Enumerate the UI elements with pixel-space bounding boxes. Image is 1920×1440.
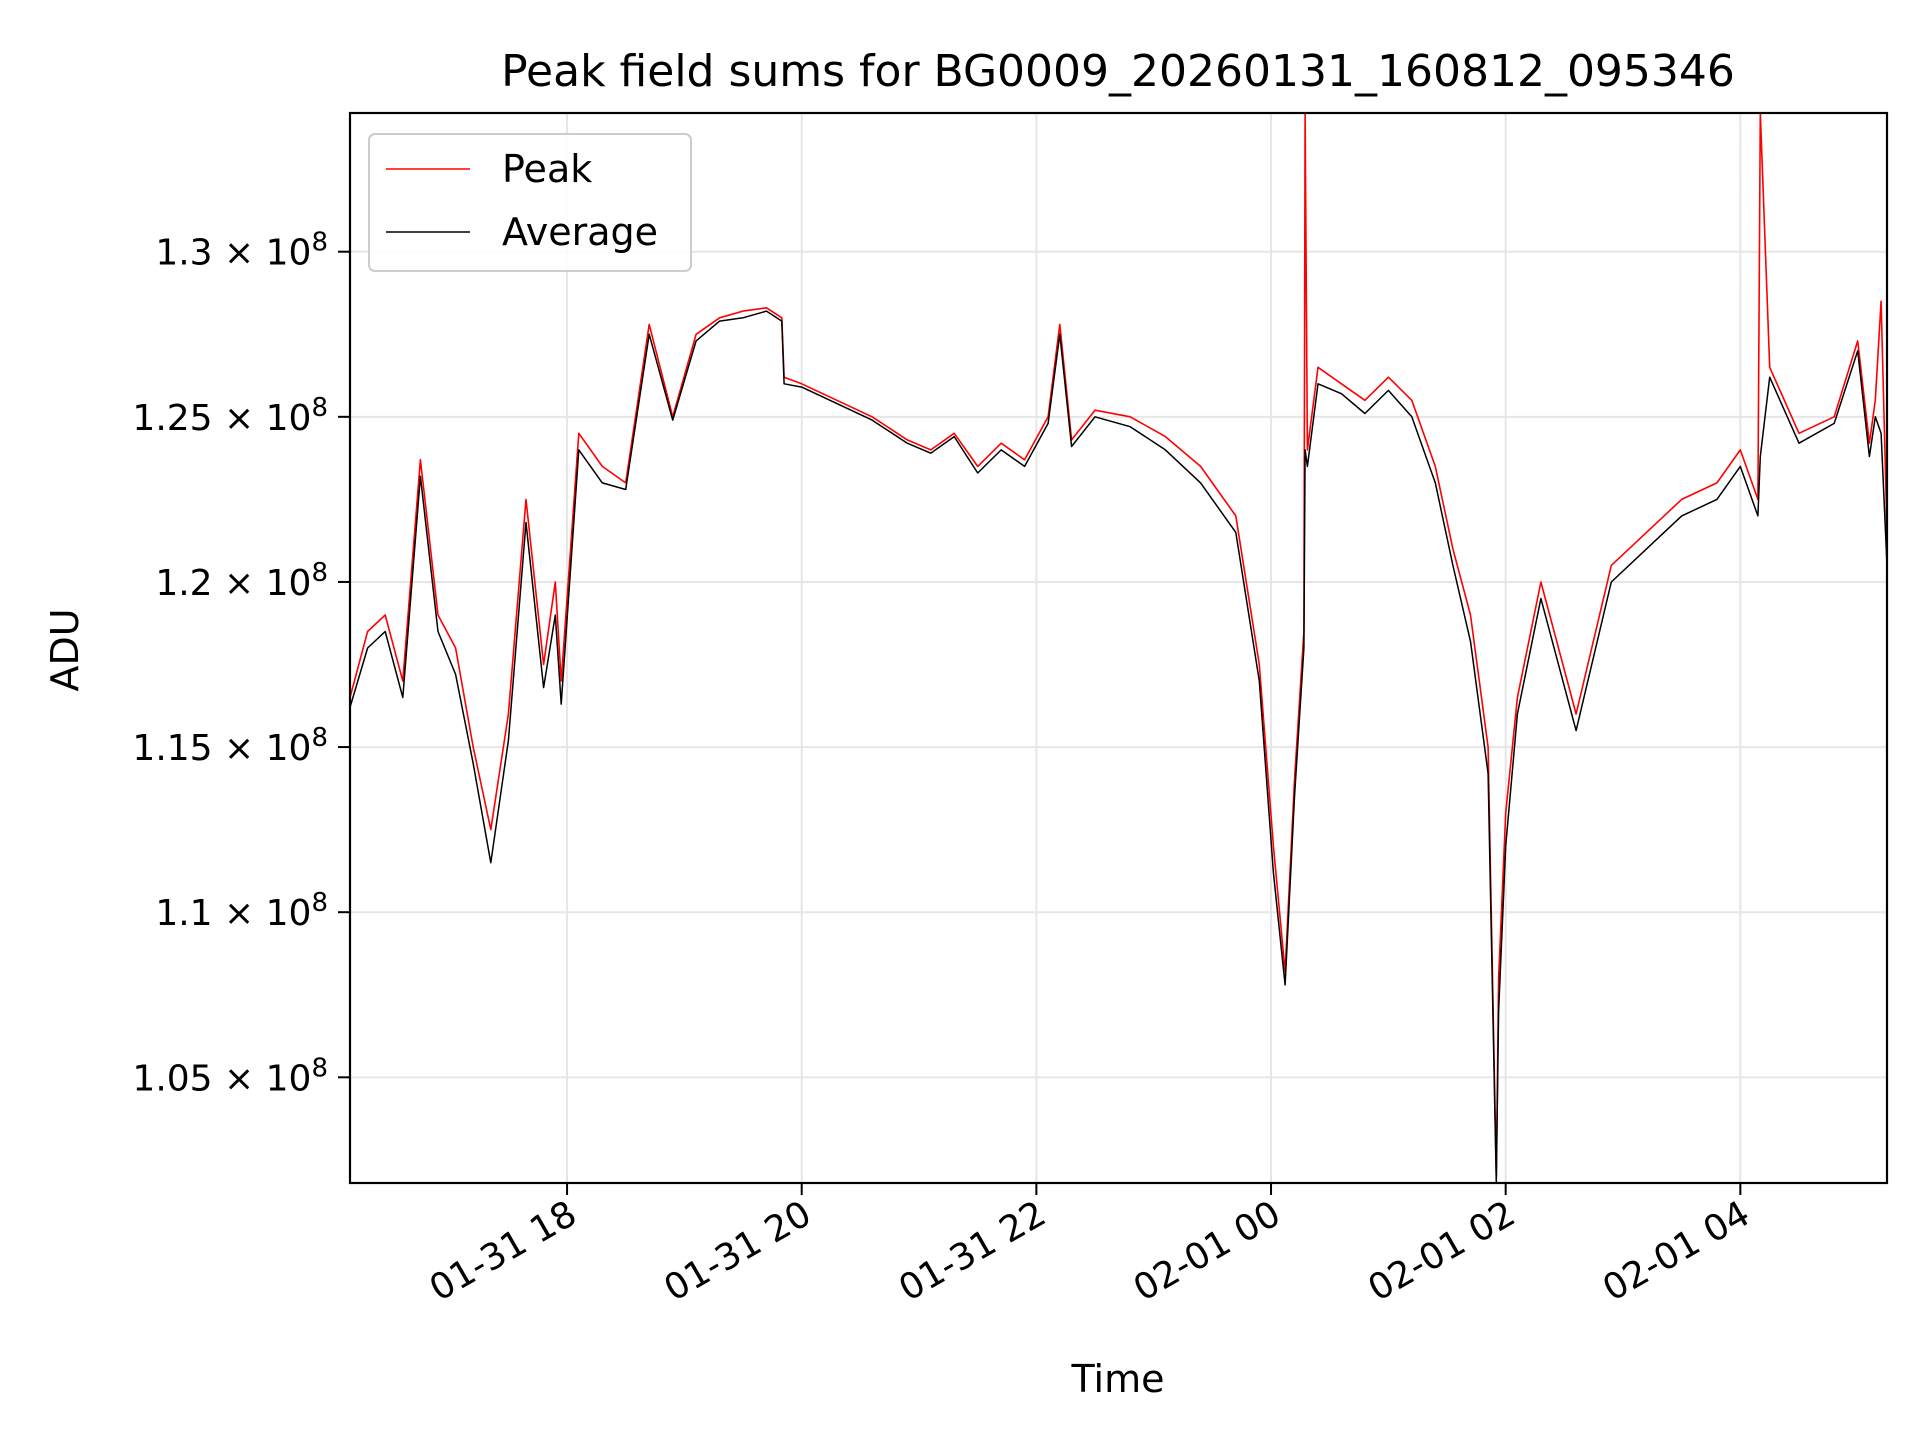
y-tick-mantissa: 1.1 [155,893,212,934]
y-tick-exponent: 8 [311,228,328,258]
y-tick-label: 1.15 × 108 [132,723,328,769]
y-tick-base: 10 [266,728,312,769]
x-tick-label: 02-01 04 [1596,1193,1757,1309]
x-tick-label: 01-31 20 [658,1193,819,1309]
x-tick-label: 02-01 00 [1127,1193,1288,1309]
plot-frame [348,111,1889,1185]
y-tick-label: 1.2 × 108 [155,558,328,604]
x-tick-label: 01-31 22 [892,1193,1053,1309]
y-tick-mantissa: 1.2 [155,563,212,604]
y-tick-mantissa: 1.05 [132,1058,212,1099]
y-tick-base: 10 [266,233,312,274]
legend: Peak Average [368,133,692,272]
y-tick-exponent: 8 [311,393,328,423]
series-line-peak [349,112,1888,1178]
y-tick-exponent: 8 [311,723,328,753]
chart-title: Peak field sums for BG0009_20260131_1608… [501,46,1735,97]
y-tick-exponent: 8 [311,558,328,588]
y-axis-label: ADU [43,608,87,691]
x-axis-label: Time [1071,1357,1165,1401]
series-line-average [349,310,1888,1184]
legend-label-peak: Peak [502,147,592,191]
x-tick-label: 01-31 18 [423,1193,584,1309]
x-axis-ticks: 01-31 18 01-31 20 01-31 22 02-01 00 02-01 02… [423,1183,1757,1310]
y-tick-base: 10 [266,398,312,439]
y-tick-exponent: 8 [311,1053,328,1083]
x-tick-label: 02-01 02 [1362,1193,1523,1309]
y-tick-mantissa: 1.3 [155,233,212,274]
legend-label-average: Average [502,210,658,254]
y-tick-label: 1.05 × 108 [132,1053,328,1099]
y-tick-mantissa: 1.15 [132,728,212,769]
y-tick-mantissa: 1.25 [132,398,212,439]
y-tick-label: 1.3 × 108 [155,228,328,274]
series-layer [349,112,1888,1184]
y-tick-exponent: 8 [311,888,328,918]
grid [350,113,1887,1183]
y-tick-base: 10 [266,1058,312,1099]
y-tick-label: 1.25 × 108 [132,393,328,439]
y-tick-base: 10 [266,563,312,604]
y-tick-base: 10 [266,893,312,934]
y-tick-label: 1.1 × 108 [155,888,328,934]
